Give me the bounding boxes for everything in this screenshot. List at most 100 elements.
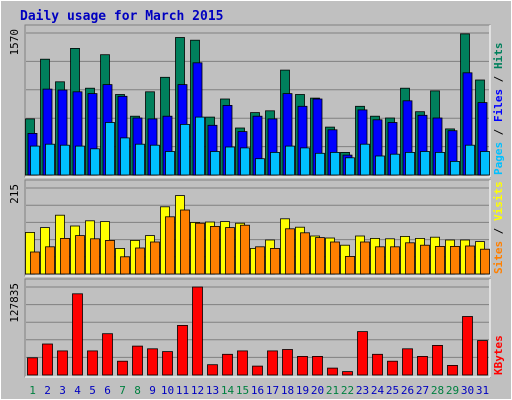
legend-text: KBytes: [492, 335, 505, 375]
x-tick-label-day-22: 22: [341, 384, 354, 397]
kbytes-bar-day-12: [192, 286, 203, 376]
x-tick-label-day-4: 4: [74, 384, 81, 397]
sites-bar-day-26: [405, 242, 415, 275]
pages-bar-day-18: [285, 145, 295, 176]
sites-bar-day-22: [345, 255, 355, 275]
sites-bar-day-17: [270, 247, 280, 275]
pages-bar-day-7: [120, 137, 130, 176]
pages-bar-day-9: [150, 144, 160, 176]
sites-bar-day-15: [240, 224, 250, 275]
x-tick-label-day-1: 1: [29, 384, 36, 397]
pages-bar-day-11: [180, 124, 190, 176]
kbytes-bar-day-3: [57, 350, 68, 376]
sites-bar-day-11: [180, 209, 190, 275]
pages-bar-day-4: [75, 145, 85, 176]
x-tick-label-day-28: 28: [431, 384, 444, 397]
y-max-label: 1570: [8, 29, 21, 56]
x-tick-label-day-17: 17: [266, 384, 279, 397]
sites-bar-day-9: [150, 241, 160, 275]
pages-bar-day-12: [195, 116, 205, 176]
sites-bar-day-1: [30, 251, 40, 275]
pages-bar-day-26: [405, 151, 415, 176]
x-tick-label-day-9: 9: [149, 384, 156, 397]
kbytes-bar-day-19: [297, 355, 308, 376]
sites-bar-day-10: [165, 216, 175, 275]
x-tick-label-day-18: 18: [281, 384, 294, 397]
legend-visits: Visits: [492, 181, 505, 221]
pages-bar-day-25: [390, 153, 400, 176]
pages-bar-day-28: [435, 151, 445, 176]
x-tick-label-day-14: 14: [221, 384, 235, 397]
sites-bar-day-25: [390, 246, 400, 275]
kbytes-bar-day-26: [402, 348, 413, 376]
sites-bar-day-23: [360, 241, 370, 275]
kbytes-bar-day-28: [432, 344, 443, 376]
x-tick-label-day-7: 7: [119, 384, 126, 397]
legend: KBytes: [492, 335, 505, 375]
pages-bar-day-27: [420, 151, 430, 176]
x-tick-label-day-26: 26: [401, 384, 414, 397]
pages-bar-day-23: [360, 143, 370, 176]
pages-bar-day-29: [450, 160, 460, 176]
pages-bar-day-6: [105, 122, 115, 176]
sites-bar-day-27: [420, 244, 430, 275]
x-tick-label-day-11: 11: [176, 384, 189, 397]
kbytes-bar-day-17: [267, 350, 278, 376]
kbytes-bar-day-4: [72, 293, 83, 376]
x-tick-label-day-2: 2: [44, 384, 51, 397]
legend-text: Pages / Files / Hits: [492, 43, 505, 176]
sites-bar-day-13: [210, 225, 220, 275]
sites-bar-day-31: [480, 248, 490, 275]
legend-kbytes: KBytes: [492, 335, 505, 375]
legend-text: Sites / Visits: [492, 181, 505, 274]
x-tick-label-day-31: 31: [476, 384, 489, 397]
sites-bar-day-3: [60, 237, 70, 275]
y-max-label: 215: [8, 184, 21, 204]
kbytes-bar-day-1: [27, 357, 38, 376]
sites-bar-day-8: [135, 247, 145, 275]
pages-bar-day-20: [315, 152, 325, 176]
kbytes-bar-day-31: [477, 340, 488, 376]
legend: Sites / Visits: [492, 181, 505, 274]
pages-bar-day-8: [135, 143, 145, 176]
sites-bar-day-14: [225, 227, 235, 275]
pages-bar-day-17: [270, 151, 280, 176]
pages-bar-day-19: [300, 147, 310, 176]
chart-title: Daily usage for March 2015: [20, 9, 224, 24]
kbytes-bar-day-9: [147, 348, 158, 376]
pages-bar-day-14: [225, 146, 235, 176]
kbytes-bar-day-18: [282, 349, 293, 376]
hits-files-pages-panel: 1570 Pages / Files / Hits: [8, 24, 505, 178]
kbytes-bar-day-30: [462, 316, 473, 376]
sites-bar-day-2: [45, 246, 55, 275]
pages-bar-day-15: [240, 147, 250, 176]
visits-sites-panel: 215 Sites / Visits: [8, 179, 505, 277]
legend-sites: Sites: [492, 241, 505, 274]
sites-bar-day-12: [195, 222, 205, 275]
x-tick-label-day-30: 30: [461, 384, 474, 397]
x-tick-label-day-16: 16: [251, 384, 264, 397]
kbytes-bar-day-10: [162, 351, 173, 376]
x-tick-label-day-25: 25: [386, 384, 399, 397]
kbytes-bar-day-29: [447, 364, 458, 376]
kbytes-bar-day-13: [207, 364, 218, 376]
x-tick-label-day-8: 8: [134, 384, 141, 397]
kbytes-bar-day-20: [312, 355, 323, 376]
x-tick-label-day-29: 29: [446, 384, 459, 397]
pages-bar-day-2: [45, 143, 55, 176]
sites-bar-day-5: [90, 238, 100, 275]
legend-files: Files: [492, 89, 505, 122]
kbytes-bar-day-11: [177, 324, 188, 376]
legend-separator: /: [492, 69, 505, 89]
sites-bar-day-28: [435, 245, 445, 275]
kbytes-bar-day-7: [117, 360, 128, 376]
kbytes-bar-day-5: [87, 350, 98, 376]
kbytes-bar-day-14: [222, 353, 233, 376]
x-tick-label-day-5: 5: [89, 384, 96, 397]
kbytes-bar-day-27: [417, 355, 428, 376]
x-tick-label-day-15: 15: [236, 384, 249, 397]
x-tick-label-day-3: 3: [59, 384, 66, 397]
pages-bar-day-3: [60, 144, 70, 176]
x-tick-label-day-27: 27: [416, 384, 429, 397]
